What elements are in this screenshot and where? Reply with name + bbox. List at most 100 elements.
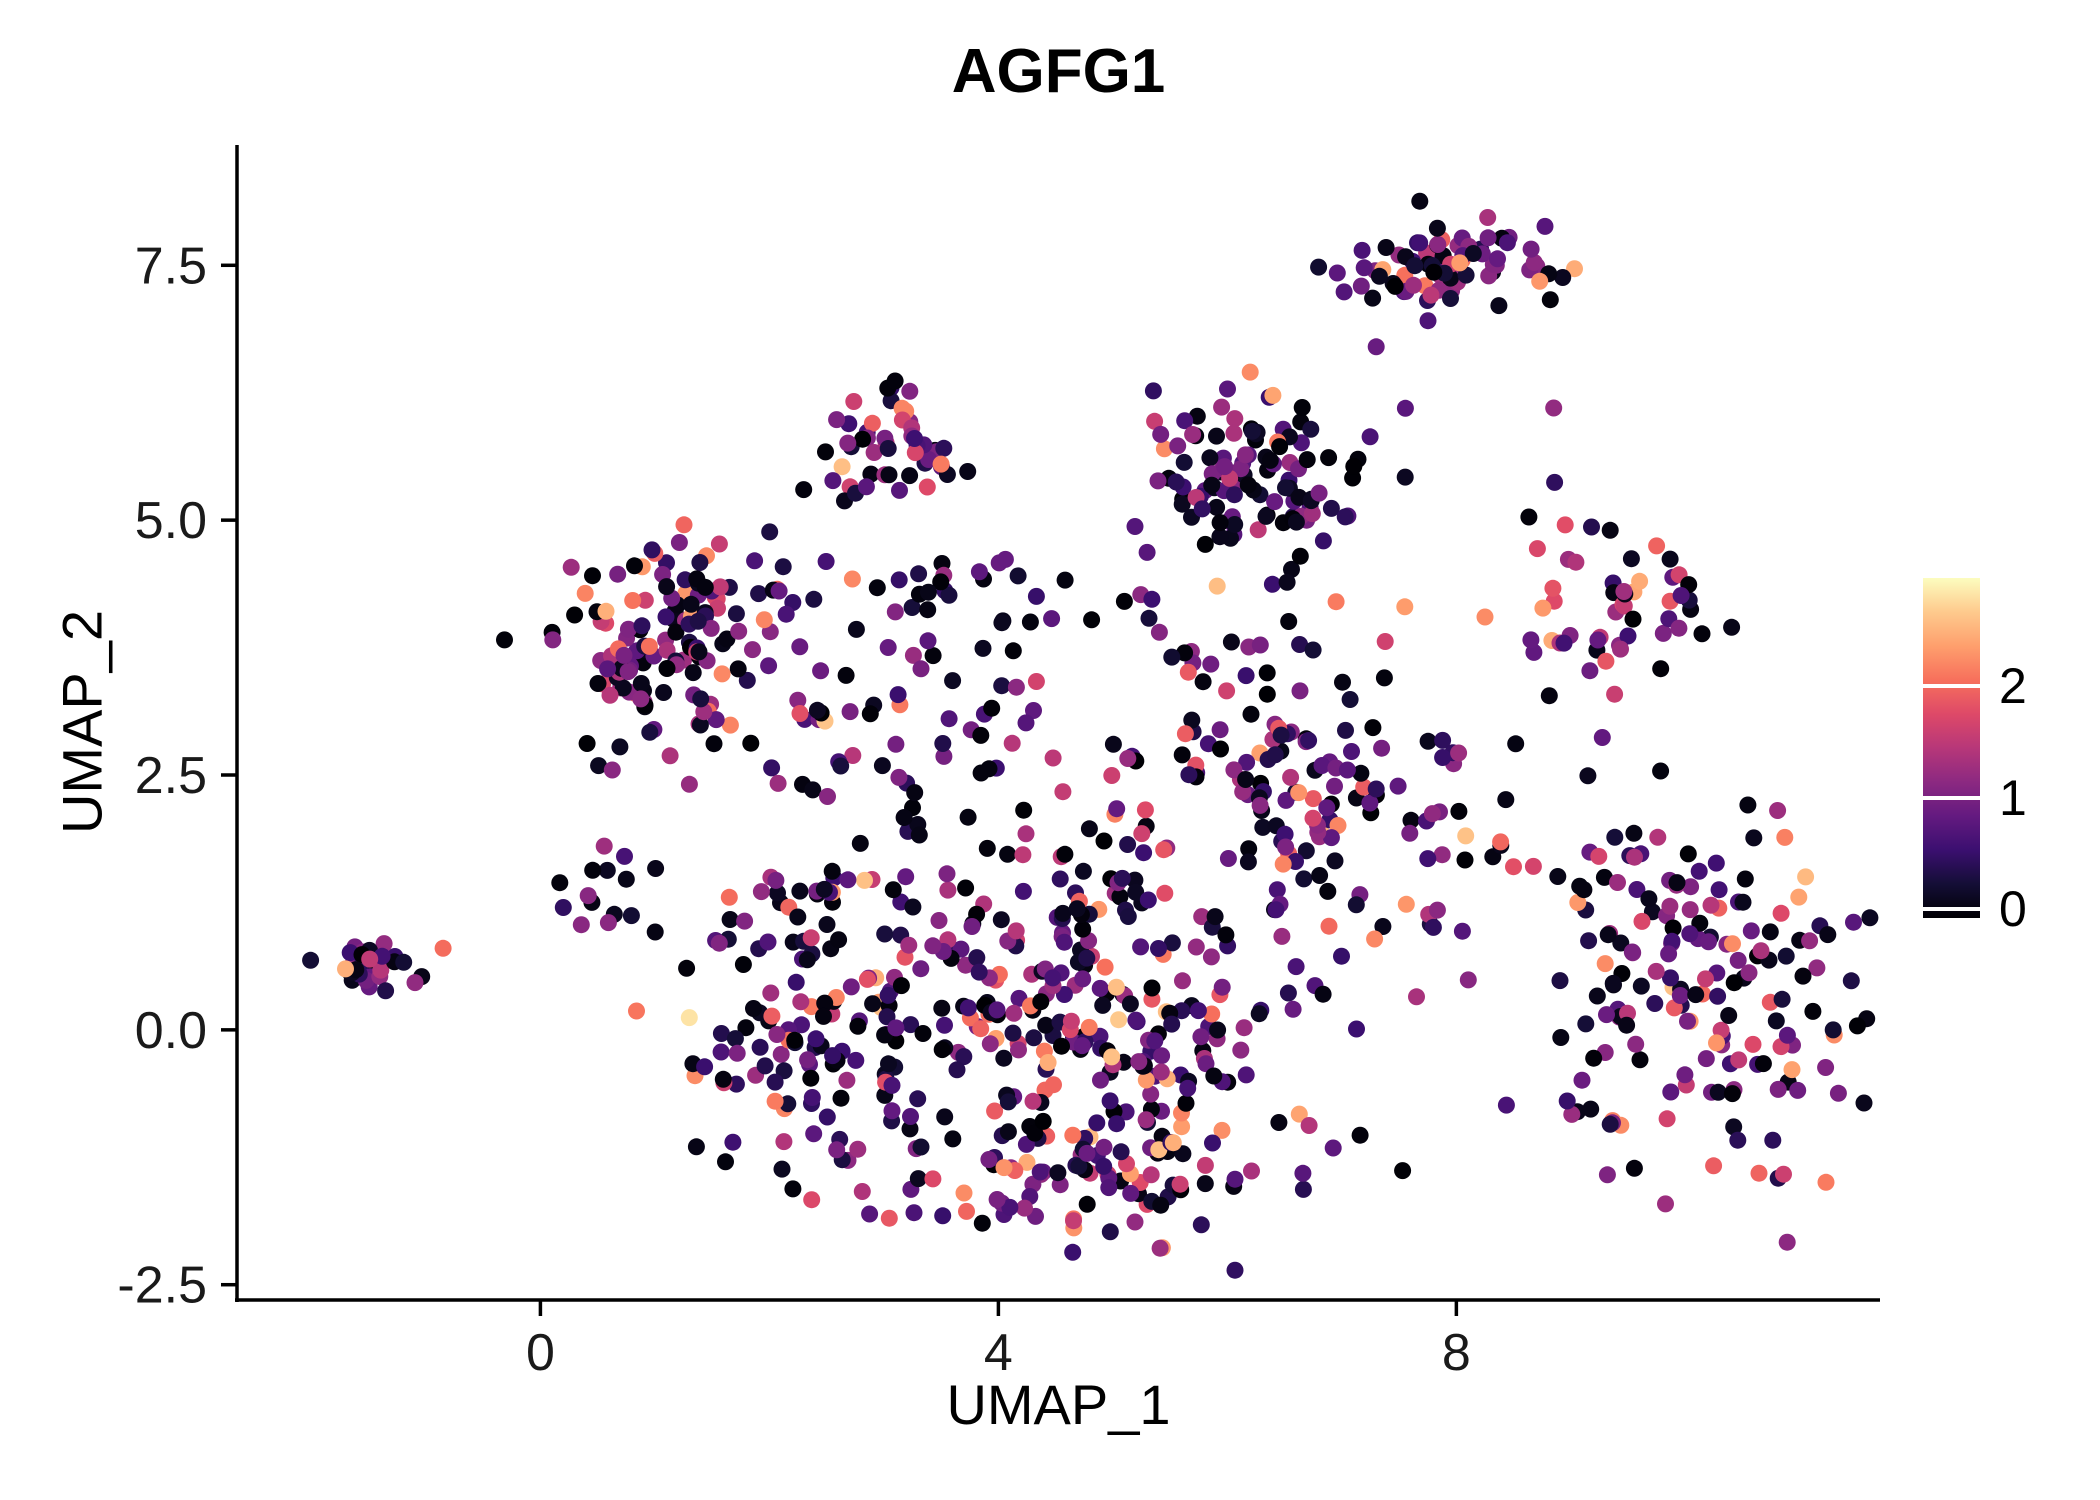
data-point [770, 582, 788, 600]
data-point [1595, 868, 1613, 886]
data-point [1729, 1131, 1747, 1149]
data-point [895, 809, 913, 826]
data-point [1219, 850, 1237, 867]
data-point [909, 1090, 927, 1108]
data-point [1153, 1047, 1171, 1065]
data-point [1064, 1126, 1082, 1144]
data-point [761, 523, 779, 541]
data-point [792, 993, 810, 1011]
data-point [865, 444, 883, 461]
data-point [1112, 1143, 1130, 1161]
data-point [830, 931, 848, 949]
data-point [861, 1205, 879, 1223]
data-point [1434, 749, 1452, 766]
data-point [959, 999, 977, 1017]
data-point [1267, 901, 1285, 919]
data-point [1268, 881, 1286, 899]
data-point [1599, 926, 1617, 944]
data-point [678, 959, 696, 977]
data-point [1238, 753, 1256, 771]
data-point [1855, 1094, 1873, 1112]
y-tick-label: 0.0 [135, 1002, 207, 1060]
data-point [1192, 1028, 1210, 1046]
data-point [711, 578, 729, 596]
data-point [1291, 636, 1309, 653]
data-point [1540, 687, 1558, 705]
data-point [1225, 761, 1243, 779]
data-point [1524, 857, 1542, 875]
data-point [1311, 867, 1329, 884]
data-point [1778, 1026, 1796, 1044]
data-point [589, 675, 607, 692]
data-point [1155, 841, 1173, 859]
data-point [1122, 1184, 1140, 1202]
data-point [1804, 1002, 1822, 1020]
data-point [1014, 882, 1032, 900]
data-point [1769, 1080, 1787, 1098]
data-point [1018, 1153, 1036, 1171]
data-point [1107, 978, 1125, 996]
data-point [1088, 1114, 1106, 1132]
data-point [728, 1044, 746, 1062]
data-point [864, 995, 882, 1013]
data-point [1169, 437, 1187, 455]
data-point [1450, 802, 1468, 820]
data-point [496, 631, 513, 649]
data-point [1039, 1054, 1057, 1071]
data-point [832, 1089, 850, 1107]
data-point [986, 1102, 1004, 1120]
data-point [730, 622, 748, 640]
data-point [1115, 592, 1133, 610]
data-point [1303, 505, 1321, 523]
data-point [1754, 1055, 1772, 1073]
data-point [844, 747, 862, 764]
data-point [1775, 1165, 1792, 1183]
data-point [1541, 291, 1559, 309]
data-point [1241, 363, 1259, 381]
data-point [935, 439, 953, 457]
data-point [751, 1038, 769, 1056]
data-point [1152, 1063, 1170, 1081]
data-point [883, 1102, 901, 1120]
data-point [876, 925, 894, 943]
data-point [1671, 987, 1689, 1004]
data-point [1149, 472, 1167, 490]
data-point [1601, 521, 1619, 539]
legend-tick-label: 2 [1999, 658, 2027, 715]
data-point [1142, 1166, 1160, 1184]
data-point [1817, 1173, 1835, 1191]
data-point [789, 691, 807, 709]
data-point [1769, 802, 1787, 819]
data-point [1361, 794, 1379, 812]
data-point [804, 781, 822, 799]
data-point [955, 1048, 973, 1066]
data-point [1054, 904, 1072, 922]
data-point [901, 467, 919, 485]
data-point [595, 837, 613, 855]
data-point [1528, 540, 1546, 558]
data-point [690, 643, 708, 661]
data-point [1334, 673, 1351, 691]
data-point [1251, 796, 1269, 814]
data-point [1505, 858, 1522, 876]
data-point [897, 868, 915, 886]
data-point [940, 586, 958, 604]
data-point [375, 935, 393, 953]
data-point [1025, 702, 1042, 719]
data-point [944, 672, 962, 690]
data-point [1687, 986, 1705, 1004]
data-point [1304, 641, 1322, 659]
data-point [1618, 1016, 1636, 1034]
data-point [849, 1140, 867, 1158]
data-point [1697, 1050, 1715, 1068]
data-point [1202, 948, 1220, 966]
data-point [1108, 800, 1126, 818]
data-point [691, 554, 709, 571]
data-point [1174, 972, 1191, 990]
data-point [1258, 685, 1276, 703]
data-point [1425, 263, 1443, 281]
data-point [1146, 1032, 1164, 1050]
data-point [1730, 1051, 1748, 1069]
data-point [1672, 587, 1690, 604]
data-point [789, 908, 807, 926]
